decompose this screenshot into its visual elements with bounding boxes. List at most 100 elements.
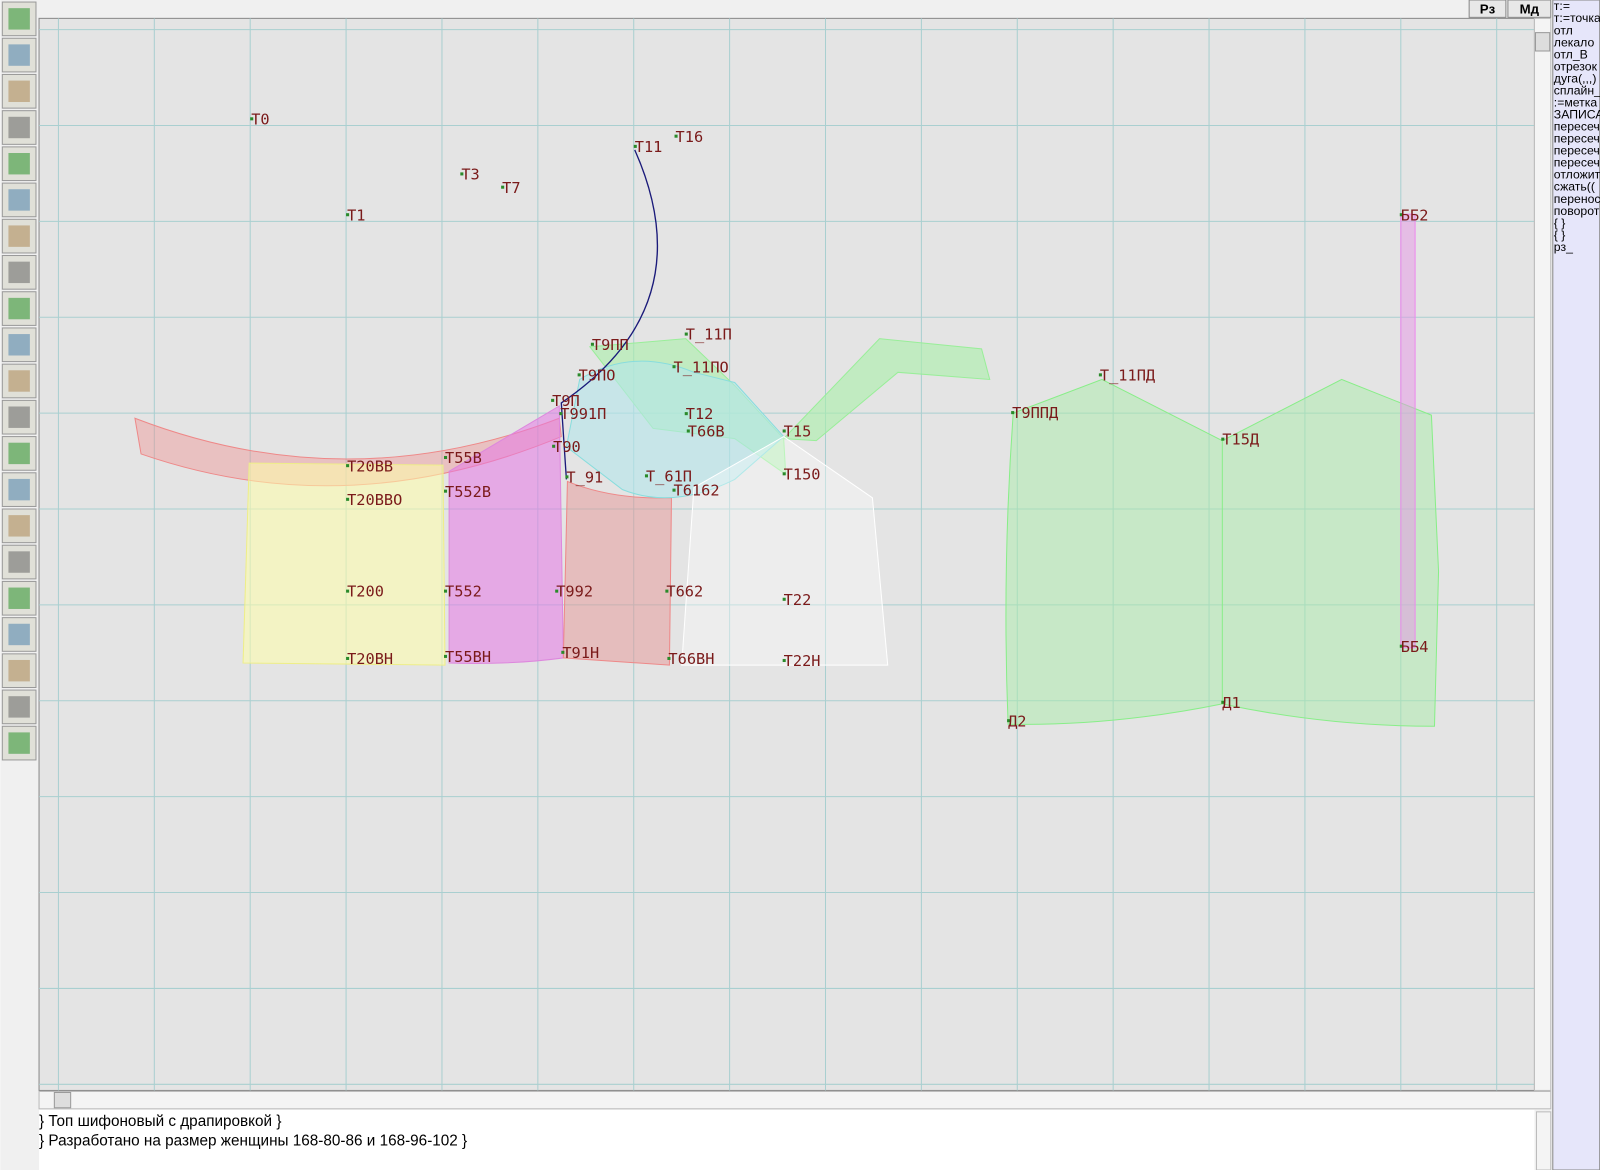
point-marker — [346, 497, 350, 501]
notes-area[interactable] — [39, 1109, 1535, 1170]
point-marker — [782, 429, 786, 433]
command: лекало — [1554, 35, 1595, 49]
point-marker — [551, 398, 555, 402]
command: перенос — [1554, 192, 1600, 206]
tool-icon — [8, 334, 30, 356]
point-marker — [782, 472, 786, 476]
point-label: Т552 — [445, 583, 482, 601]
point-label: Т66ВН — [668, 650, 714, 668]
button-label: Рз — [1480, 1, 1496, 16]
point-label: Т_11П — [686, 326, 732, 344]
point-label: ББ4 — [1401, 638, 1429, 656]
point-label: Т22Н — [784, 652, 821, 670]
point-marker — [460, 172, 464, 176]
point-label: Т20ВВ — [347, 457, 393, 475]
command: рз_ — [1554, 240, 1573, 254]
button-rz[interactable] — [1468, 0, 1507, 18]
point-label: Т7 — [502, 179, 520, 197]
point-label: Т16 — [676, 128, 704, 146]
tool-icon — [8, 297, 30, 320]
piece-strip — [1400, 213, 1416, 649]
point-marker — [674, 134, 678, 138]
piece-red — [562, 480, 672, 666]
point-marker — [686, 429, 690, 433]
piece-white — [681, 435, 889, 666]
tool-icon — [8, 587, 30, 609]
command: отложит — [1554, 168, 1600, 182]
point-label: Т150 — [784, 465, 821, 483]
point-marker — [633, 144, 637, 148]
point-label: Т992 — [556, 583, 593, 601]
command-list: т:=т:=точкаотллекалоотл_Вотрезокдуга(,,,… — [1554, 0, 1600, 254]
point-label: Т3 — [461, 166, 479, 184]
point-marker — [565, 475, 569, 479]
point-marker — [444, 455, 448, 460]
point-label: Т0 — [251, 110, 269, 128]
h-scrollbar[interactable] — [38, 1090, 1552, 1110]
point-label: Т6162 — [674, 482, 720, 500]
v-scrollbar[interactable] — [1533, 17, 1552, 1091]
point-label: Т15 — [784, 423, 812, 441]
command: сжать(( — [1554, 180, 1595, 194]
point-marker — [667, 656, 671, 660]
tool-button[interactable] — [1, 653, 37, 689]
tool-icon — [8, 732, 30, 754]
point-marker — [782, 597, 786, 601]
point-marker — [346, 589, 350, 593]
command: { } — [1554, 228, 1566, 242]
command: пересеч — [1554, 132, 1600, 146]
tool-icon — [8, 659, 30, 682]
button-md[interactable] — [1507, 0, 1552, 18]
point-label: Д1 — [1222, 694, 1240, 712]
point-marker — [1221, 700, 1225, 704]
point-marker — [1399, 644, 1403, 648]
point-marker — [684, 412, 688, 416]
point-label: Т_61П — [646, 467, 692, 485]
h-scroll-thumb[interactable] — [53, 1091, 72, 1109]
point-label: Т991П — [560, 405, 606, 423]
command: пересеч — [1554, 120, 1600, 134]
point-marker — [346, 656, 350, 660]
point-marker — [552, 444, 556, 448]
point-marker — [501, 185, 505, 189]
tool-icon — [8, 406, 30, 428]
point-marker — [665, 589, 669, 593]
tool-icon — [8, 370, 30, 392]
tool-icon — [8, 623, 30, 646]
point-label: Д2 — [1008, 712, 1026, 730]
command: ЗАПИСА — [1554, 108, 1600, 122]
point-marker — [1221, 437, 1225, 441]
point-label: Т9ПП — [592, 336, 629, 354]
note-line: } Разработано на размер женщины 168-80-8… — [39, 1133, 467, 1150]
point-label: Т22 — [784, 591, 812, 609]
command: сплайн_ — [1554, 83, 1600, 97]
command: т:=точка — [1554, 11, 1600, 25]
point-label: Т552В — [445, 483, 491, 501]
tool-icon — [8, 225, 30, 247]
point-marker — [1399, 213, 1403, 217]
pattern-pieces — [134, 149, 1440, 727]
point-label: Т91Н — [562, 644, 599, 662]
piece-green-band — [782, 338, 991, 442]
point-marker — [559, 412, 563, 416]
command: т:= — [1554, 0, 1570, 13]
point-label: Т_91 — [566, 468, 603, 486]
point-marker — [644, 474, 649, 478]
tool-icon — [8, 551, 30, 573]
command: поворот — [1554, 204, 1600, 218]
v-scroll-thumb[interactable] — [1534, 32, 1551, 52]
point-marker — [672, 365, 676, 369]
command: дуга(,,,) — [1554, 71, 1597, 85]
tool-icon — [8, 261, 30, 284]
notes-scrollbar[interactable] — [1535, 1111, 1552, 1171]
tool-icon — [8, 515, 30, 537]
command: отрезок — [1554, 59, 1598, 73]
point-label: Т662 — [666, 583, 703, 601]
point-marker — [1098, 373, 1102, 377]
command: пересеч — [1554, 144, 1600, 158]
point-label: Т1 — [347, 206, 365, 224]
point-label: Т55В — [445, 449, 482, 467]
point-marker — [590, 342, 594, 346]
tool-icon — [8, 8, 30, 30]
